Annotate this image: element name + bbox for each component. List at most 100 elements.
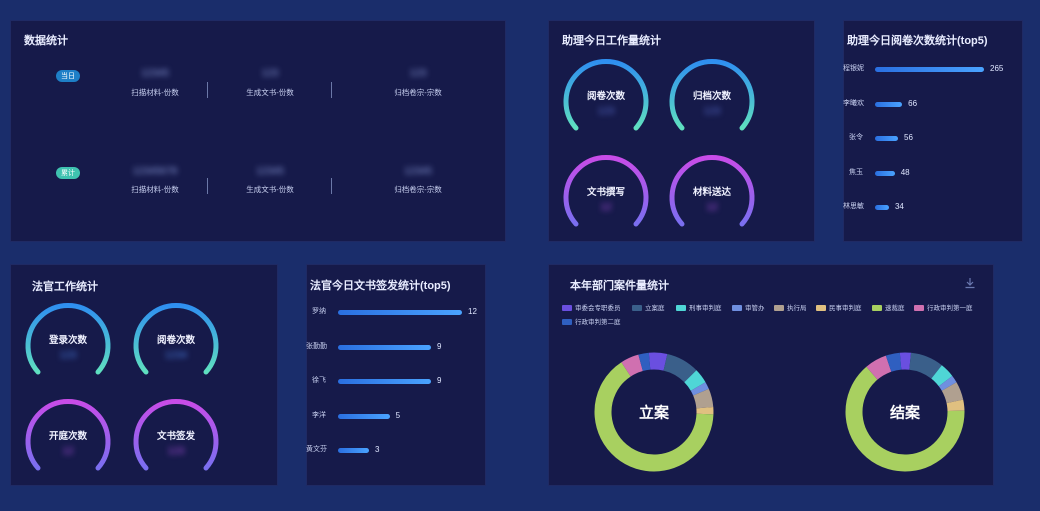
download-icon[interactable] xyxy=(964,276,976,289)
bar-name: 李洋 xyxy=(312,411,326,419)
bar-name: 焦玉 xyxy=(849,168,863,176)
divider xyxy=(207,82,208,98)
legend-label: 民事审判庭 xyxy=(829,305,862,312)
gauge-label: 材料送达 xyxy=(692,187,731,198)
bar[interactable] xyxy=(875,170,895,176)
legend-item[interactable]: 速裁庭 xyxy=(872,302,905,312)
bar-value: 3 xyxy=(375,445,380,454)
case-volume-title: 本年部门案件量统计 xyxy=(570,280,669,292)
total-pill[interactable]: 累计 xyxy=(56,167,80,179)
gauge-value: 123 xyxy=(597,106,615,117)
legend-item[interactable]: 刑事审判庭 xyxy=(676,302,722,312)
daily-archive-value: 123 xyxy=(409,68,427,79)
legend-swatch xyxy=(562,305,572,312)
bar[interactable] xyxy=(338,448,369,453)
legend-item[interactable]: 执行局 xyxy=(774,302,807,312)
gauge-value: 1234 xyxy=(164,350,188,361)
gauge-value: 123 xyxy=(703,106,721,117)
legend-label: 速裁庭 xyxy=(885,305,905,312)
gauge-label: 阅卷次数 xyxy=(586,91,625,102)
bar[interactable] xyxy=(338,379,431,384)
legend-swatch xyxy=(676,305,686,312)
judge-top5-panel: 法官今日文书签发统计(top5) 罗纳 12 张勤勤 9 徐飞 9 李洋 5 黄文芬 3 xyxy=(306,264,486,486)
gauge-value: 123 xyxy=(59,350,77,361)
divider xyxy=(331,82,332,98)
total-doc-value: 12345 xyxy=(256,166,284,177)
bar-name: 徐飞 xyxy=(312,377,326,384)
legend-swatch xyxy=(816,305,826,312)
gauge-value: 12 xyxy=(600,202,612,213)
case-donut-charts xyxy=(594,352,965,472)
gauge-label: 阅卷次数 xyxy=(156,335,195,346)
gauge-value: 12 xyxy=(62,446,74,457)
bar-name: 林思敏 xyxy=(843,203,864,210)
case-volume-panel: 本年部门案件量统计 审委会专职委员 立案庭 刑事审判庭 审管办 执行局 民事审判庭 速裁庭行… xyxy=(548,264,994,486)
daily-doc-label: 生成文书-份数 xyxy=(246,88,294,97)
bar-name: 程银妮 xyxy=(843,65,864,72)
daily-doc-value: 123 xyxy=(261,68,279,79)
legend-label: 刑事审判庭 xyxy=(689,305,722,312)
legend-item[interactable]: 民事审判庭 xyxy=(816,302,862,312)
legend-swatch xyxy=(732,305,742,312)
legend-swatch xyxy=(632,305,642,312)
assistant-workload-panel: 助理今日工作量统计 阅卷次数 123 归档次数 123 文书撰写 12 材料送达 12 xyxy=(548,20,815,242)
legend-label: 执行局 xyxy=(787,305,807,312)
gauge-label: 登录次数 xyxy=(48,335,87,346)
bar[interactable] xyxy=(875,205,889,210)
bar-name: 黄文芬 xyxy=(306,446,327,453)
legend-label: 行政审判第一庭 xyxy=(927,305,973,312)
gauge-review-count: 阅卷次数 123 xyxy=(560,56,652,136)
gauge-value: 123 xyxy=(167,446,185,457)
legend-swatch xyxy=(872,305,882,312)
divider xyxy=(331,178,332,194)
bar-value: 56 xyxy=(904,133,913,142)
bar-value: 9 xyxy=(437,376,442,385)
gauge-material-delivery: 材料送达 12 xyxy=(666,152,758,232)
closed-donut-center-label: 结案 xyxy=(889,404,921,422)
bar-name: 李曦欢 xyxy=(843,99,864,107)
bar-value: 34 xyxy=(894,202,904,211)
total-doc-label: 生成文书-份数 xyxy=(246,185,294,194)
divider xyxy=(207,178,208,194)
bar-value: 66 xyxy=(908,98,918,108)
gauge-label: 文书撰写 xyxy=(586,187,625,198)
legend-item[interactable]: 行政审判第二庭 xyxy=(562,316,621,326)
bar-value: 265 xyxy=(990,64,1004,73)
legend-item[interactable]: 立案庭 xyxy=(632,302,665,312)
legend-swatch xyxy=(562,319,572,326)
judge-workload-title: 法官工作统计 xyxy=(32,281,98,293)
daily-scan-label: 扫描材料-份数 xyxy=(131,88,179,97)
gauge-archive-count: 归档次数 123 xyxy=(666,56,758,136)
gauge-value: 12 xyxy=(706,202,718,213)
legend-item[interactable]: 审管办 xyxy=(732,302,765,312)
legend-item[interactable]: 审委会专职委员 xyxy=(562,302,621,312)
daily-archive-label: 归档卷宗-宗数 xyxy=(394,88,442,97)
judge-workload-panel: 法官工作统计 登录次数 123 阅卷次数 1234 开庭次数 12 文书签发 123 xyxy=(10,264,278,486)
legend-item[interactable]: 行政审判第一庭 xyxy=(914,302,973,312)
gauge-doc-writing: 文书撰写 12 xyxy=(560,152,652,232)
daily-scan-value: 12345 xyxy=(141,68,169,79)
total-scan-label: 扫描材料-份数 xyxy=(131,185,179,194)
bar[interactable] xyxy=(338,310,462,315)
gauge-label: 文书签发 xyxy=(156,431,195,442)
bar-name: 张勤勤 xyxy=(306,342,327,350)
stats-panel: 数据统计 当日 12345 扫描材料-份数 123 生成文书-份数 123 归档… xyxy=(10,20,506,242)
legend-label: 立案庭 xyxy=(645,305,665,312)
gauge-label: 开庭次数 xyxy=(48,431,87,442)
legend-label: 审委会专职委员 xyxy=(575,305,621,312)
daily-pill[interactable]: 当日 xyxy=(56,70,80,82)
bar[interactable] xyxy=(338,413,390,419)
gauge-login-count: 登录次数 123 xyxy=(22,300,114,380)
legend-label: 审管办 xyxy=(745,305,765,312)
bar[interactable] xyxy=(875,67,984,72)
stats-panel-title: 数据统计 xyxy=(24,35,68,47)
bar-value: 12 xyxy=(468,307,477,316)
bar-name: 罗纳 xyxy=(312,308,326,315)
gauge-hearing-count: 开庭次数 12 xyxy=(22,396,114,476)
filed-donut-center-label: 立案 xyxy=(638,404,670,422)
bar[interactable] xyxy=(875,136,899,141)
gauge-label: 归档次数 xyxy=(692,91,731,102)
bar[interactable] xyxy=(875,101,903,107)
bar[interactable] xyxy=(338,344,431,350)
assistant-top5-panel: 助理今日阅卷次数统计(top5) 程银妮 265 李曦欢 66 张令 56 焦玉 48 林思敏 3… xyxy=(843,20,1023,242)
